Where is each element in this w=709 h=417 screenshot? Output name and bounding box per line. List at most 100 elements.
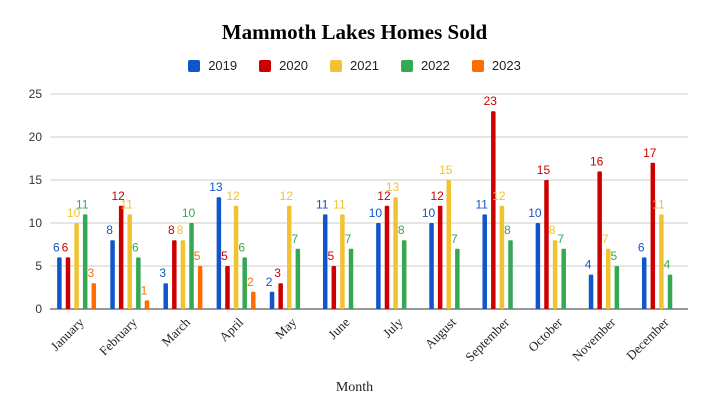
data-label: 13 [386, 180, 400, 194]
bar-2022-january [82, 214, 88, 309]
legend-swatch [400, 59, 413, 72]
bar-2021-october [552, 240, 558, 309]
x-tick-label: March [158, 314, 193, 349]
data-label: 11 [333, 197, 346, 211]
bar-2020-december [650, 162, 656, 309]
data-label: 10 [422, 206, 436, 220]
bar-2019-december [641, 257, 647, 309]
legend-label: 2021 [350, 58, 379, 73]
data-label: 5 [327, 249, 334, 263]
bar-2019-january [57, 257, 62, 309]
bar-2023-march [197, 266, 203, 309]
y-tick-label: 10 [29, 216, 43, 230]
data-label: 4 [585, 258, 592, 272]
bar-2021-september [499, 205, 505, 309]
legend-label: 2022 [420, 58, 450, 73]
data-label: 6 [53, 240, 60, 254]
data-label: 5 [611, 249, 618, 263]
x-tick-label: June [325, 314, 353, 342]
bar-2020-march [172, 240, 177, 309]
data-label: 12 [377, 189, 391, 203]
data-label: 4 [664, 258, 671, 272]
data-label: 8 [549, 223, 556, 237]
bar-2020-april [225, 266, 230, 309]
bar-2022-december [667, 274, 673, 309]
legend-item-2022: 2022 [400, 58, 450, 73]
data-label: 3 [274, 266, 281, 280]
data-label: 3 [159, 266, 166, 280]
data-label: 7 [557, 232, 564, 246]
y-tick-label: 15 [29, 173, 43, 187]
data-label: 12 [280, 189, 294, 203]
data-label: 1 [141, 283, 148, 297]
bar-2022-march [189, 223, 194, 309]
bar-2019-august [429, 223, 434, 309]
data-label: 12 [430, 189, 444, 203]
x-tick-label: August [422, 314, 459, 351]
bar-2022-may [295, 248, 301, 309]
y-tick-label: 20 [29, 130, 43, 144]
bar-2021-february [127, 214, 132, 309]
data-label: 13 [209, 180, 223, 194]
bar-2021-july [393, 197, 398, 309]
bar-2021-may [287, 205, 292, 309]
bar-2022-november [614, 266, 620, 309]
data-label: 12 [226, 189, 240, 203]
data-label: 8 [177, 223, 184, 237]
x-tick-label: January [48, 314, 88, 354]
bar-2021-november [606, 248, 611, 309]
data-label: 8 [168, 223, 175, 237]
data-label: 16 [590, 154, 604, 168]
x-tick-label: November [569, 314, 619, 364]
bar-2023-april [251, 291, 256, 309]
data-label: 8 [398, 223, 405, 237]
data-label: 11 [121, 197, 134, 211]
legend-swatch [188, 59, 201, 72]
bar-2023-february [144, 300, 150, 309]
legend-label: 2023 [491, 58, 521, 73]
data-label: 12 [111, 189, 125, 203]
bar-2021-april [233, 205, 239, 309]
x-tick-label: July [380, 314, 406, 340]
legend-item-2019: 2019 [188, 58, 237, 73]
data-label: 12 [492, 189, 506, 203]
bar-2022-august [455, 248, 460, 309]
data-label: 11 [475, 197, 488, 211]
bar-2020-september [491, 111, 496, 309]
bar-2019-may [269, 291, 275, 309]
data-label: 11 [652, 197, 665, 211]
data-label: 7 [451, 232, 458, 246]
x-axis-label: Month [335, 380, 374, 395]
data-label: 11 [76, 197, 89, 211]
bar-2019-march [163, 283, 168, 309]
data-label: 7 [345, 232, 352, 246]
bar-2019-november [588, 274, 594, 309]
bar-2019-april [216, 197, 222, 309]
bar-2019-october [535, 223, 541, 309]
bar-2019-july [376, 223, 381, 309]
data-label: 6 [238, 240, 245, 254]
bar-2020-august [437, 205, 443, 309]
bar-2020-january [65, 257, 71, 309]
data-label: 10 [182, 206, 196, 220]
data-label: 10 [369, 206, 383, 220]
x-tick-label: May [272, 314, 300, 342]
bar-2019-september [482, 214, 487, 309]
data-label: 10 [67, 206, 81, 220]
legend-label: 2019 [208, 58, 238, 73]
bar-2019-june [322, 214, 328, 309]
bar-2021-march [180, 240, 186, 309]
legend-item-2020: 2020 [259, 58, 308, 73]
bar-2022-july [401, 240, 407, 309]
data-label: 7 [292, 232, 299, 246]
data-label: 6 [638, 240, 645, 254]
chart-title: Mammoth Lakes Homes Sold [221, 20, 488, 44]
bar-2020-june [331, 266, 337, 309]
x-tick-label: February [96, 314, 140, 358]
x-tick-label: September [462, 314, 512, 364]
x-tick-label: October [525, 314, 566, 355]
bar-2021-august [446, 180, 451, 309]
y-tick-label: 0 [35, 302, 42, 316]
bar-2019-february [110, 240, 115, 309]
